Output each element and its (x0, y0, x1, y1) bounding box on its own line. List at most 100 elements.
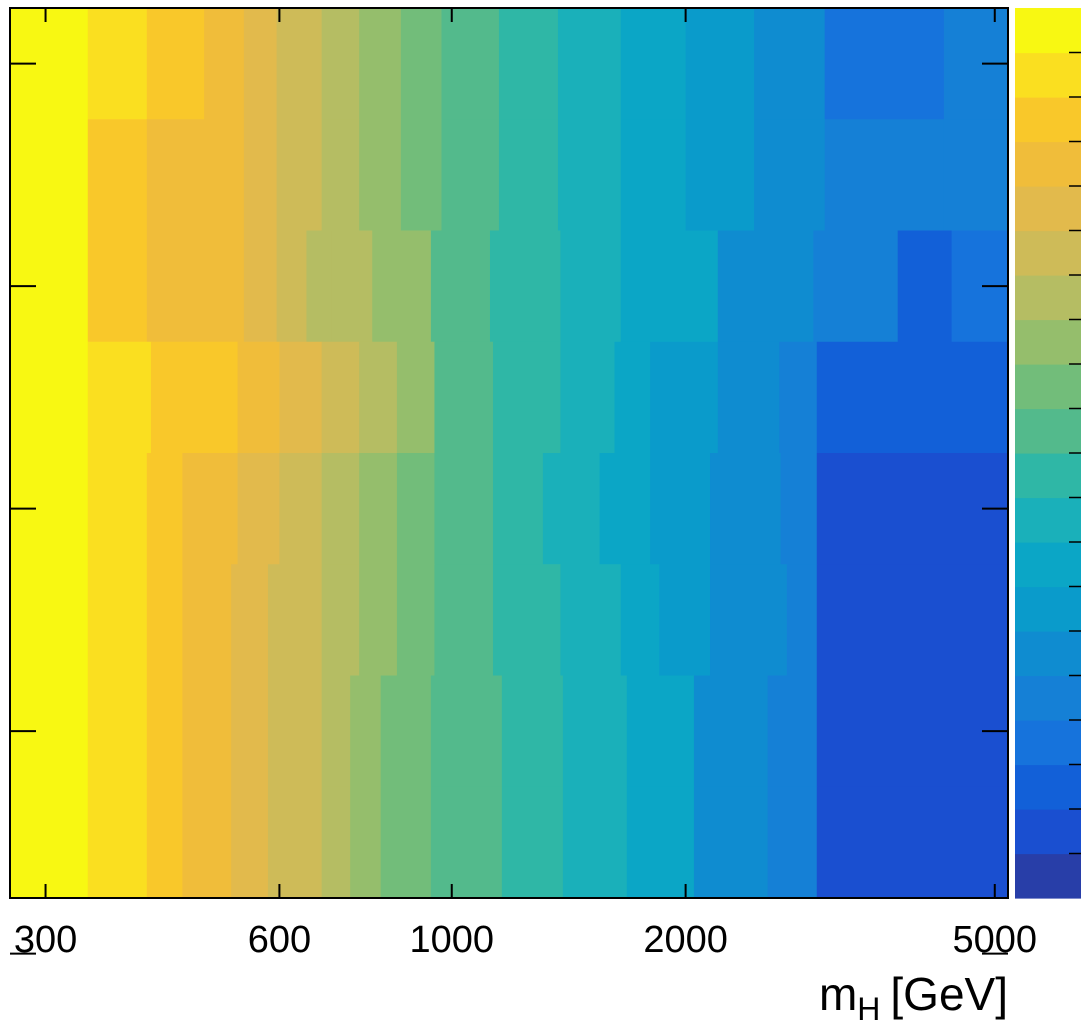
colorbar-segment (1015, 631, 1081, 677)
heatmap-cell (620, 8, 687, 120)
heatmap-cell (434, 564, 494, 677)
heatmap-cell (434, 341, 494, 454)
heatmap-cell (400, 8, 443, 120)
heatmap-cell (182, 564, 232, 677)
heatmap-cell (321, 341, 360, 454)
heatmap-cell (943, 119, 1009, 232)
heatmap-cell (501, 786, 564, 899)
heatmap-cell (441, 8, 500, 120)
heatmap-cell (685, 8, 755, 120)
heatmap-cell (182, 786, 232, 899)
heatmap-cell (10, 564, 89, 677)
heatmap-cell (87, 453, 148, 565)
heatmap-cell (350, 786, 382, 899)
colorbar-segment (1015, 764, 1081, 810)
heatmap-cell (560, 564, 622, 677)
colorbar-segment (1015, 97, 1081, 143)
x-tick-label: 300 (14, 919, 77, 961)
heatmap-cell (231, 786, 269, 899)
heatmap-cell (767, 675, 818, 788)
heatmap-cell (786, 564, 818, 677)
heatmap-cell (276, 230, 308, 343)
heatmap-cell (557, 8, 622, 120)
heatmap-cell (780, 453, 818, 565)
heatmap-cell (816, 453, 1009, 565)
heatmap-cell (560, 230, 622, 343)
heatmap-cell (400, 119, 443, 232)
heatmap-cell (276, 8, 323, 120)
heatmap-cell (146, 8, 205, 120)
heatmap-cell (498, 119, 559, 232)
heatmap-cell (620, 119, 687, 232)
heatmap-cell (620, 564, 660, 677)
heatmap-cell (189, 341, 239, 454)
heatmap-cell (146, 453, 183, 565)
heatmap-cell (359, 341, 398, 454)
heatmap-cell (430, 230, 491, 343)
heatmap-cell (243, 8, 278, 120)
heatmap-cell (321, 786, 351, 899)
heatmap-cell (146, 564, 183, 677)
heatmap-cell (359, 119, 402, 232)
heatmap-cell (430, 786, 503, 899)
heatmap-cell (380, 675, 432, 788)
heatmap-cell (813, 230, 899, 343)
heatmap-cell (231, 564, 269, 677)
heatmap-cell (243, 119, 278, 232)
heatmap-cell (237, 453, 281, 565)
heatmap-cell (614, 341, 651, 454)
heatmap-cell (10, 119, 89, 232)
colorbar-segment (1015, 186, 1081, 232)
heatmap-cell (359, 8, 402, 120)
heatmap-cell (754, 119, 826, 232)
heatmap-cell (350, 675, 382, 788)
heatmap-cell (693, 675, 769, 788)
colorbar-segment (1015, 275, 1081, 321)
heatmap-cell (321, 675, 351, 788)
heatmap-cell (779, 341, 818, 454)
colorbar-segment (1015, 52, 1081, 98)
heatmap-cell (146, 230, 205, 343)
tick-labels: 300 600 1000 2000 5000 (14, 919, 1037, 961)
colorbar-segment (1015, 8, 1081, 54)
x-tick-label: 600 (248, 919, 311, 961)
x-tick-label: 2000 (643, 919, 728, 961)
heatmap-cell (87, 786, 148, 899)
heatmap-cell (562, 675, 628, 788)
heatmap-cell (267, 564, 323, 677)
heatmap-cell (897, 230, 953, 343)
heatmap-cell (146, 119, 205, 232)
heatmap-cell (620, 230, 719, 343)
x-axis-title: mH [GeV] (819, 968, 1008, 1023)
heatmap-cell (243, 230, 278, 343)
heatmap-cell (279, 341, 323, 454)
heatmap-cell (816, 786, 1009, 899)
heatmap-cell (717, 230, 814, 343)
colorbar-segment (1015, 230, 1081, 276)
heatmap-cell (182, 453, 239, 565)
heatmap-cell (492, 453, 544, 565)
colorbar-segment (1015, 853, 1081, 899)
heatmap-cell (331, 230, 373, 343)
colorbar-segment (1015, 453, 1081, 499)
heatmap-cell (204, 8, 245, 120)
heatmap-cell (231, 675, 269, 788)
heatmap-cell (237, 341, 281, 454)
heatmap-cell (87, 675, 148, 788)
heatmap-cell (430, 675, 503, 788)
heatmap-cell (717, 341, 780, 454)
heatmap-cell (754, 8, 826, 120)
colorbar-segment (1015, 586, 1081, 632)
plot-border (9, 7, 1009, 899)
heatmap-cell (150, 341, 191, 454)
heatmap-cell (816, 675, 1009, 788)
colorbar-segment (1015, 809, 1081, 855)
heatmap-cell (489, 230, 562, 343)
heatmap-cell (267, 675, 323, 788)
heatmap-cells (10, 8, 1009, 899)
heatmap-cell (146, 675, 183, 788)
heatmap-cell (434, 453, 494, 565)
heatmap-cell (276, 119, 323, 232)
heatmap-cell (560, 341, 616, 454)
heatmap-cell (396, 564, 436, 677)
